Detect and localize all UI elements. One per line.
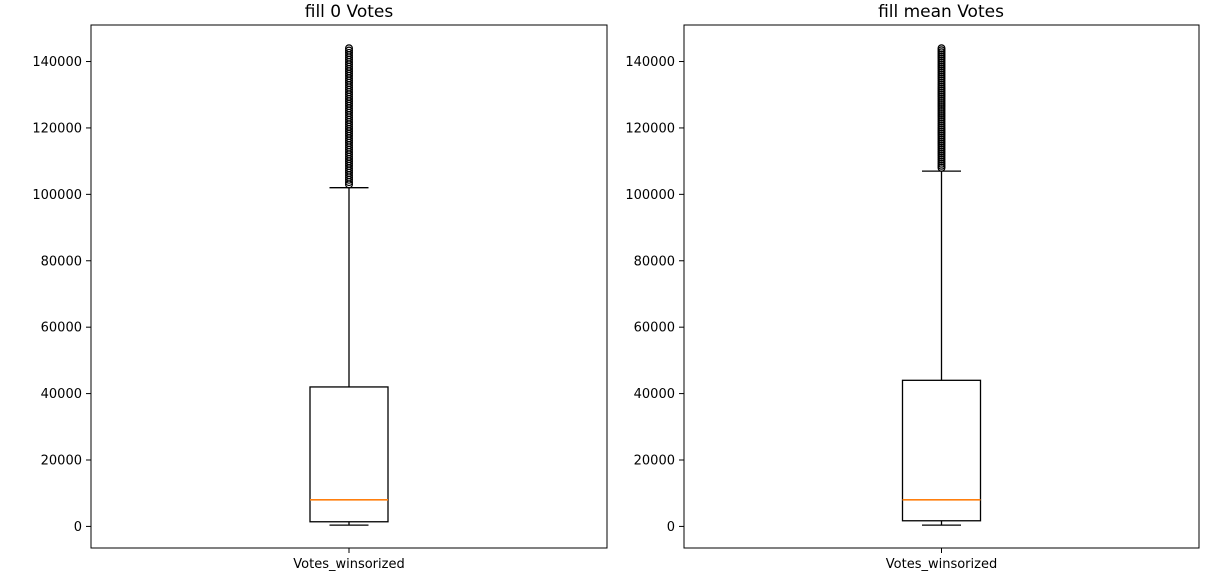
subplot-fill-mean-votes: fill mean Votes 0 20000 40000 60000 80000 100… <box>625 2 1200 572</box>
outlier-points <box>937 44 946 172</box>
outlier-point <box>345 44 354 53</box>
y-tick-label: 20000 <box>41 454 82 469</box>
y-tick-label: 100000 <box>625 188 675 203</box>
outlier-points <box>345 44 354 189</box>
y-tick-label: 140000 <box>32 55 82 70</box>
y-tick-label: 140000 <box>625 55 675 70</box>
y-tick-label: 40000 <box>41 387 82 402</box>
y-tick-label: 80000 <box>41 254 82 269</box>
outlier-point <box>345 46 354 55</box>
outlier-point <box>345 48 354 57</box>
y-tick-label: 120000 <box>32 121 82 136</box>
y-tick-label: 80000 <box>634 254 675 269</box>
y-tick-label: 100000 <box>32 188 82 203</box>
subplot-fill-0-votes: fill 0 Votes 0 20000 40000 60000 80000 100000… <box>32 2 608 572</box>
x-tick-label: Votes_winsorized <box>293 557 404 572</box>
y-tick-label: 40000 <box>634 387 675 402</box>
x-tick-label: Votes_winsorized <box>886 557 997 572</box>
y-tick-label: 120000 <box>625 121 675 136</box>
subplot-title: fill mean Votes <box>878 2 1004 22</box>
y-tick-label: 20000 <box>634 454 675 469</box>
outlier-point <box>937 44 946 53</box>
iqr-box <box>309 386 389 523</box>
y-tick-label: 60000 <box>41 321 82 336</box>
y-tick-label: 60000 <box>634 321 675 336</box>
subplot-title: fill 0 Votes <box>305 2 394 22</box>
iqr-box <box>901 379 982 522</box>
y-tick-label: 0 <box>74 520 82 535</box>
y-tick-label: 0 <box>667 520 675 535</box>
